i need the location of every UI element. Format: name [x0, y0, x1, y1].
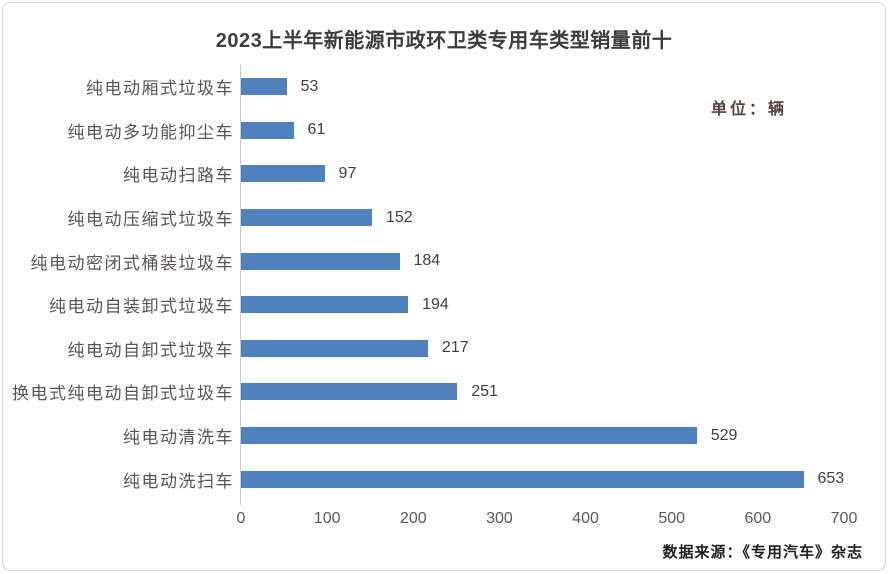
- bar-value-label: 529: [710, 426, 738, 444]
- bar-row: 纯电动自卸式垃圾车 217: [3, 327, 885, 371]
- bar-area: 217: [241, 339, 469, 357]
- bar: [241, 296, 409, 314]
- bar-row: 纯电动厢式垃圾车 53: [3, 65, 885, 109]
- bar-value-label: 653: [817, 470, 845, 488]
- category-label: 纯电动自装卸式垃圾车: [49, 297, 234, 317]
- bar-row: 纯电动扫路车 97: [3, 152, 885, 196]
- x-tick-label: 500: [658, 510, 686, 527]
- bar-area: 529: [241, 427, 737, 445]
- x-axis: 0 100 200 300 400 500 600 700: [237, 510, 858, 530]
- bar-row: 纯电动清洗车 529: [3, 414, 885, 458]
- bar-row: 纯电动多功能抑尘车 61: [3, 109, 885, 153]
- category-label: 纯电动自卸式垃圾车: [67, 340, 234, 360]
- x-tick-label: 300: [486, 510, 513, 527]
- bar-area: 97: [241, 165, 356, 183]
- chart-title: 2023上半年新能源市政环卫类专用车类型销量前十: [215, 30, 673, 52]
- bar-row: 换电式纯电动自卸式垃圾车 251: [3, 370, 885, 414]
- bar-area: 61: [241, 121, 325, 139]
- category-label: 换电式纯电动自卸式垃圾车: [12, 384, 234, 404]
- category-label: 纯电动压缩式垃圾车: [67, 210, 234, 230]
- category-label: 纯电动多功能抑尘车: [67, 122, 234, 142]
- bar: [241, 165, 325, 183]
- bar: [241, 339, 428, 357]
- x-tick-label: 200: [399, 510, 427, 527]
- bar-value-label: 251: [471, 382, 498, 400]
- x-tick-label: 400: [572, 510, 599, 527]
- bar-row: 纯电动自装卸式垃圾车 194: [3, 283, 885, 327]
- category-label: 纯电动扫路车: [123, 166, 234, 186]
- bar-value-label: 97: [338, 164, 357, 182]
- source-note: 数据来源：《专用汽车》杂志: [662, 544, 863, 561]
- bar-row: 纯电动洗扫车 653: [3, 457, 885, 501]
- bar-area: 653: [241, 470, 844, 488]
- category-label: 纯电动洗扫车: [123, 471, 234, 491]
- bar: [241, 209, 372, 227]
- bar-value-label: 184: [413, 252, 441, 270]
- bar: [241, 121, 294, 139]
- bar-rows: 纯电动厢式垃圾车 53 纯电动多功能抑尘车 61 纯电动扫路车 97 纯电动压缩式垃圾车 15…: [3, 65, 885, 501]
- bar-area: 194: [241, 296, 449, 314]
- bar-value-label: 152: [385, 208, 413, 226]
- bar: [241, 78, 287, 96]
- bar-value-label: 53: [300, 77, 319, 95]
- bar-value-label: 194: [422, 295, 449, 313]
- bar-value-label: 217: [441, 339, 469, 357]
- bar: [241, 252, 400, 270]
- bar-area: 152: [241, 209, 413, 227]
- category-axis-line: [240, 65, 241, 505]
- bar-value-label: 61: [307, 121, 326, 139]
- bar-row: 纯电动压缩式垃圾车 152: [3, 196, 885, 240]
- x-tick-label: 0: [236, 510, 246, 527]
- x-tick-label: 100: [313, 510, 341, 527]
- bar: [241, 470, 804, 488]
- bar: [241, 383, 458, 401]
- category-label: 纯电动清洗车: [123, 428, 234, 448]
- unit-label: 单位：辆: [711, 101, 788, 118]
- bar: [241, 427, 697, 445]
- x-tick-label: 600: [744, 510, 772, 527]
- category-label: 纯电动厢式垃圾车: [86, 79, 234, 99]
- x-tick-label: 700: [830, 510, 858, 527]
- category-label: 纯电动密闭式桶装垃圾车: [30, 253, 234, 273]
- bar-area: 251: [241, 383, 498, 401]
- bar-area: 53: [241, 78, 318, 96]
- bar-row: 纯电动密闭式桶装垃圾车 184: [3, 239, 885, 283]
- bar-area: 184: [241, 252, 440, 270]
